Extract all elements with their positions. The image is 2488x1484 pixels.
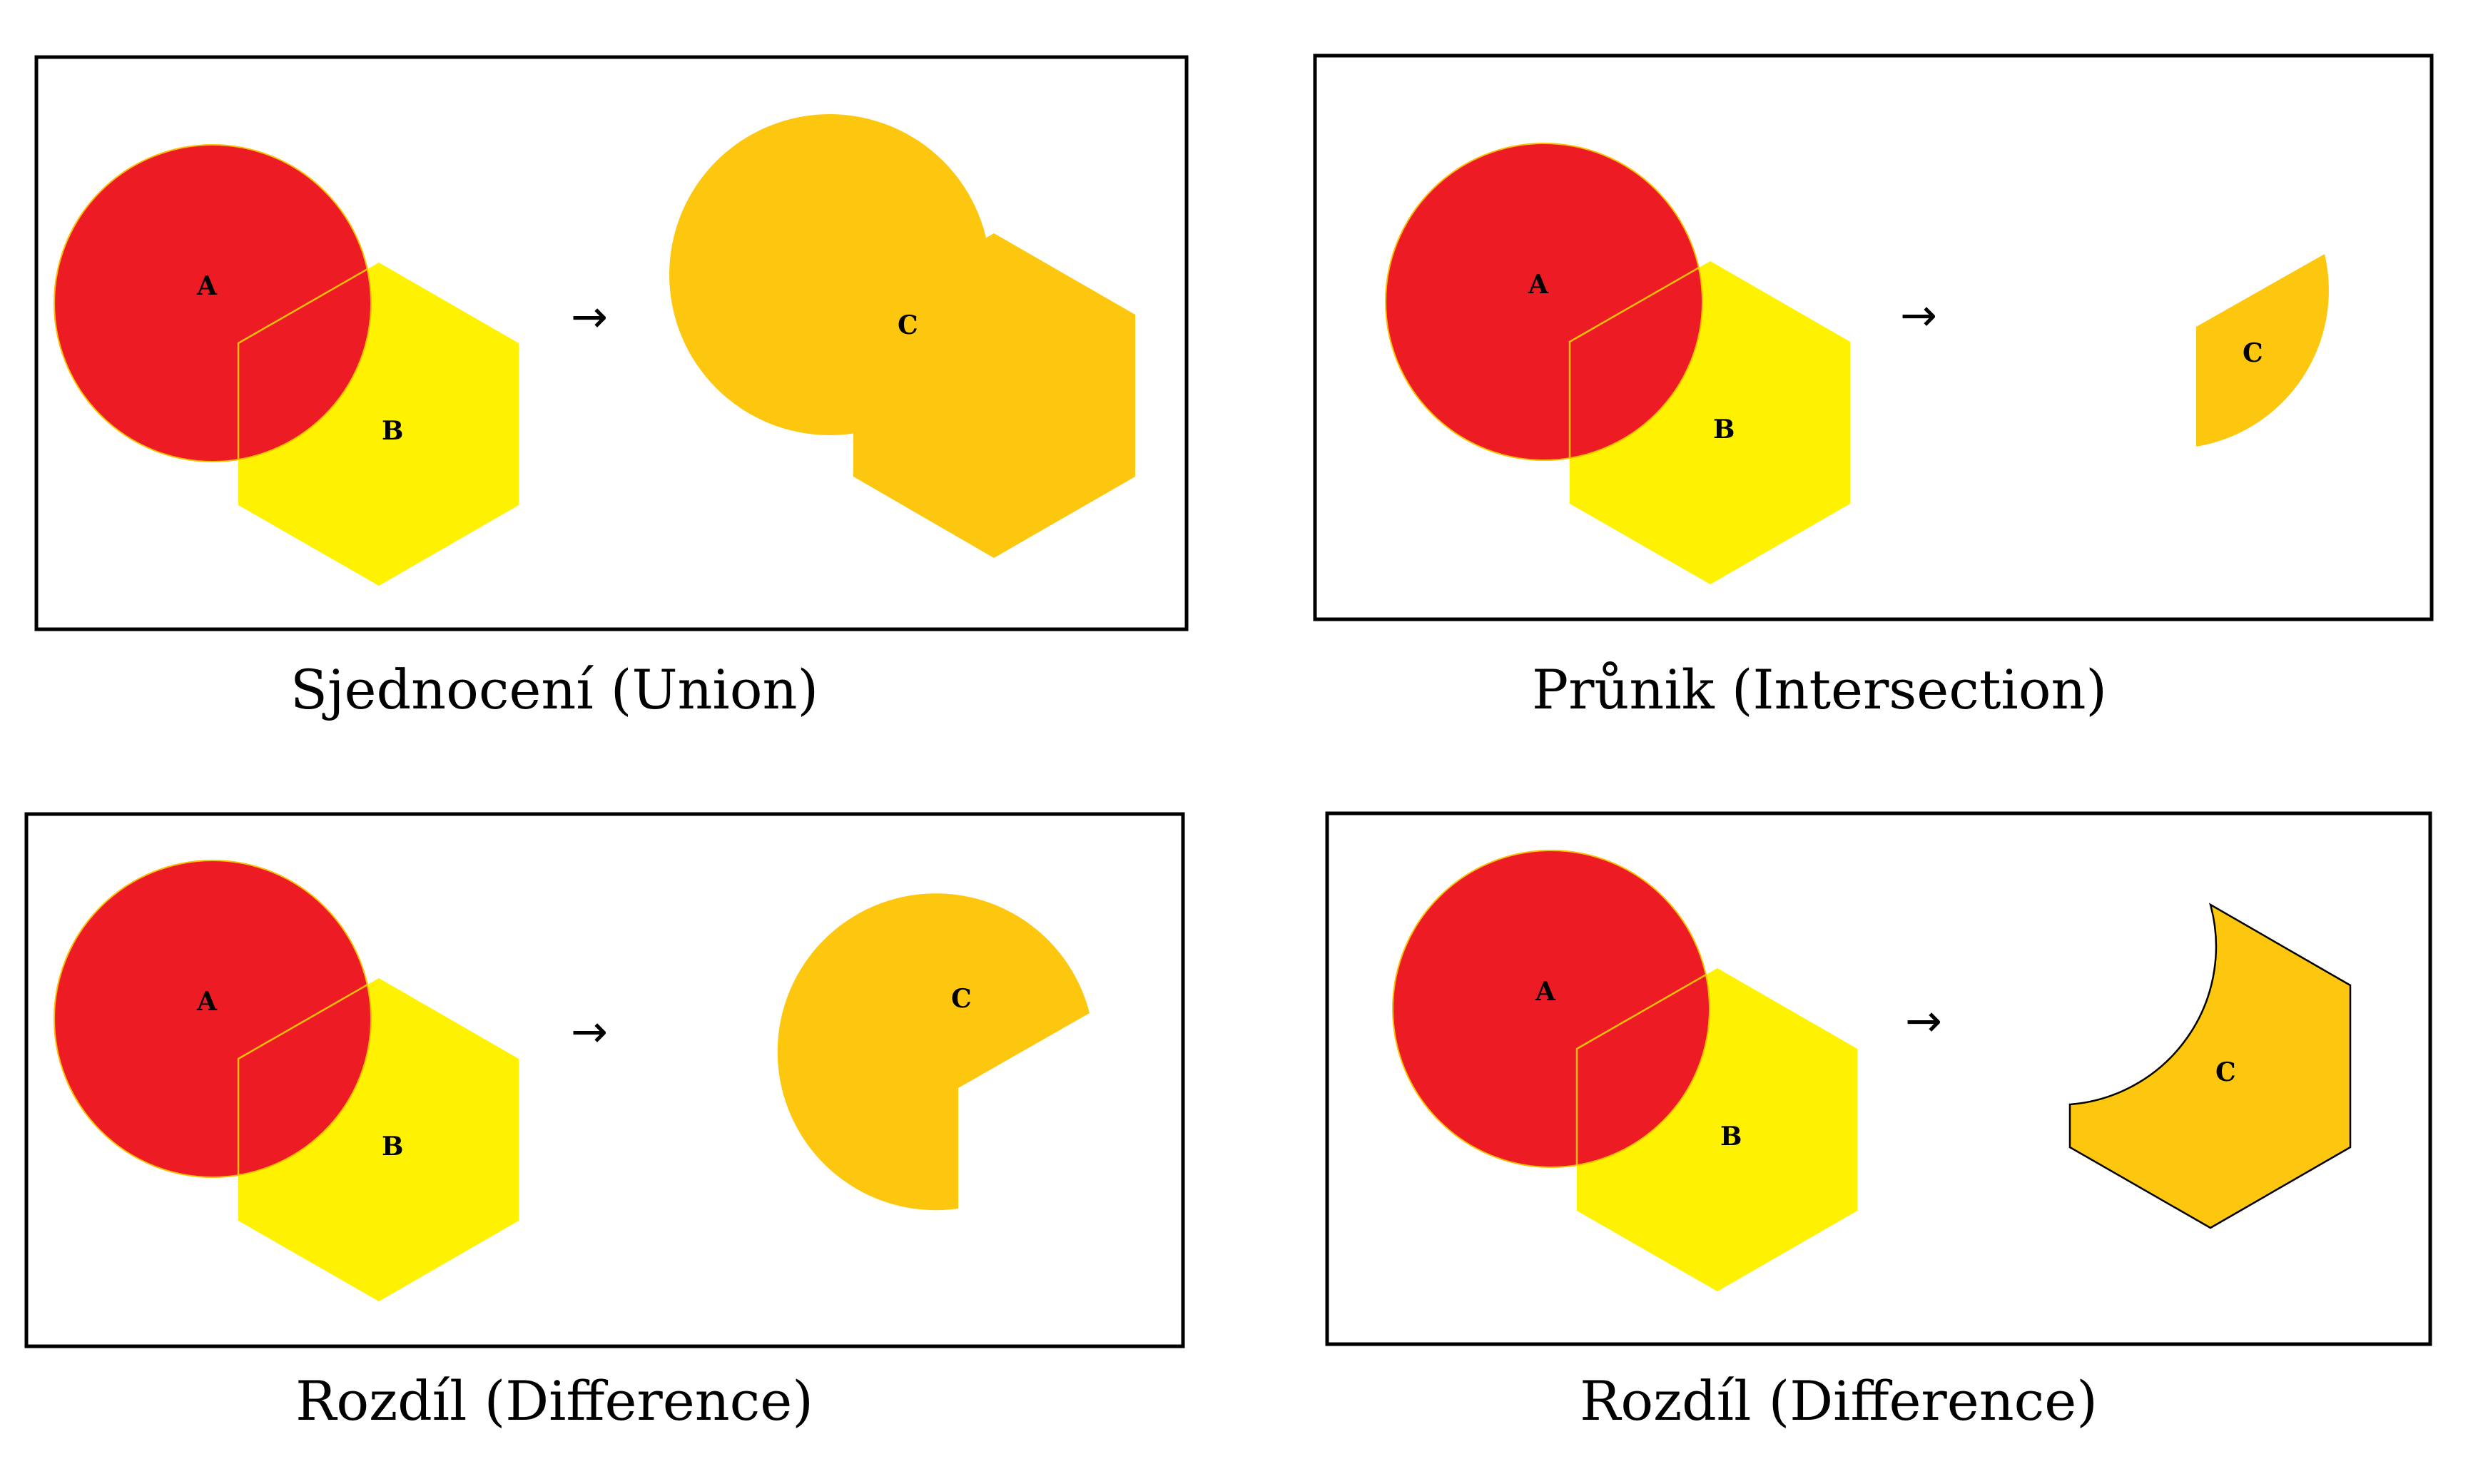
- label-c: C: [2243, 338, 2263, 368]
- shape-a-circle: [54, 860, 372, 1178]
- shape-a-circle: [54, 144, 372, 462]
- label-b: B: [382, 1132, 403, 1162]
- arrow-icon: →: [1900, 289, 1937, 341]
- shape-b-overlap-edge: [1568, 260, 1702, 460]
- label-b: B: [1713, 415, 1735, 444]
- result-difference-shape: [2068, 903, 2352, 1229]
- operands-group: A B: [1385, 143, 1850, 584]
- arrow-icon: →: [571, 290, 608, 342]
- label-a: A: [1535, 977, 1556, 1007]
- shape-b-overlap-edge: [237, 261, 371, 462]
- label-a: A: [1528, 270, 1549, 300]
- result-hexagon: [853, 233, 1135, 558]
- panel-caption: Rozdíl (Difference): [1580, 1369, 2098, 1433]
- shape-a-circle: [1385, 143, 1703, 461]
- panel-union: A B → C Sjednocení (Union): [34, 55, 1189, 721]
- label-c: C: [2215, 1057, 2236, 1087]
- shape-a-circle: [1392, 850, 1710, 1168]
- panel-caption: Sjednocení (Union): [290, 658, 818, 721]
- panel-difference-a-minus-b: A B → C Rozdíl (Difference): [24, 812, 1185, 1433]
- shape-b-overlap-edge: [1575, 967, 1710, 1167]
- operands-group: A B: [54, 144, 519, 586]
- operands-group: A B: [54, 860, 519, 1301]
- panel-caption: Rozdíl (Difference): [295, 1369, 813, 1433]
- panel-caption: Průnik (Intersection): [1532, 658, 2107, 721]
- label-b: B: [382, 416, 403, 446]
- label-b: B: [1720, 1122, 1742, 1152]
- label-c: C: [951, 984, 972, 1014]
- label-a: A: [196, 987, 218, 1017]
- shape-b-overlap-edge: [237, 977, 371, 1177]
- label-c: C: [898, 310, 918, 340]
- panel-difference-b-minus-a: A B → C Rozdíl (Difference): [1325, 811, 2432, 1433]
- operands-group: A B: [1392, 850, 1857, 1291]
- label-a: A: [196, 271, 218, 301]
- result-difference-shape: [777, 893, 1090, 1211]
- panel-intersection: A B → C Průnik (Intersection): [1313, 54, 2434, 721]
- result-union: C: [669, 114, 1135, 558]
- arrow-icon: →: [571, 1005, 608, 1057]
- arrow-icon: →: [1905, 995, 1942, 1047]
- result-intersection-shape: [2196, 254, 2329, 447]
